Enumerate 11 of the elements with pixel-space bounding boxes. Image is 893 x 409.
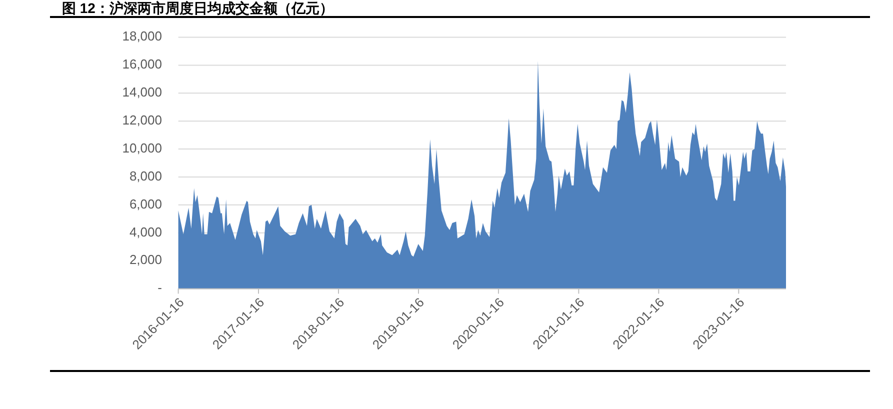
y-tick-label: 12,000: [122, 112, 162, 128]
y-tick-label: 6,000: [129, 196, 162, 212]
y-tick-label: 4,000: [129, 224, 162, 240]
y-tick-label: 10,000: [122, 140, 162, 156]
y-tick-label: 18,000: [122, 28, 162, 44]
y-tick-label: 8,000: [129, 168, 162, 184]
chart-title: 图 12：沪深两市周度日均成交金额（亿元）: [62, 0, 334, 16]
y-tick-label: 2,000: [129, 252, 162, 268]
y-tick-label: 14,000: [122, 84, 162, 100]
y-tick-label: 16,000: [122, 56, 162, 72]
y-tick-label: -: [158, 280, 162, 296]
